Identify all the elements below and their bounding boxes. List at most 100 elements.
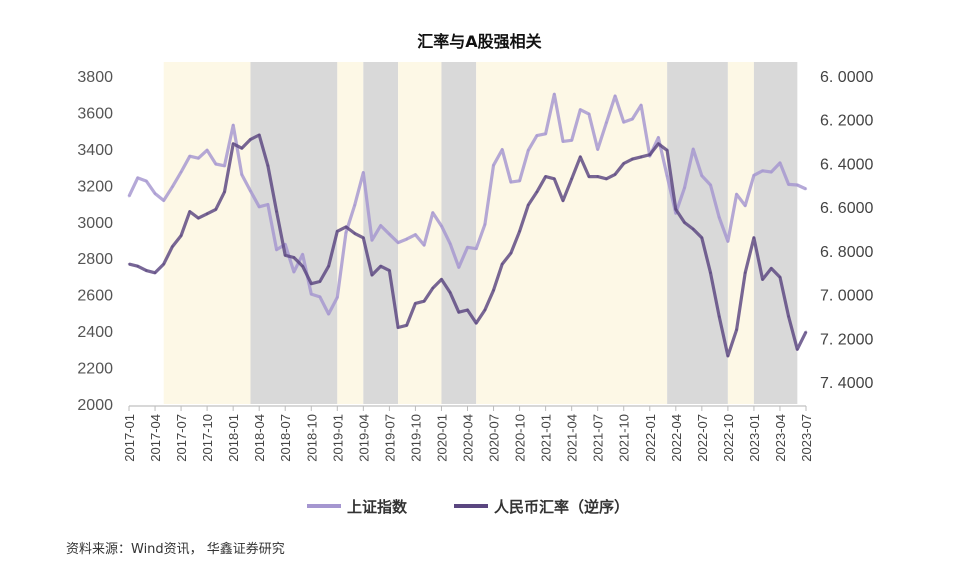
data-point	[292, 270, 296, 274]
data-point	[136, 176, 139, 180]
data-point	[474, 247, 478, 250]
data-point	[171, 185, 174, 188]
data-point	[275, 210, 278, 213]
data-point	[197, 216, 200, 220]
y-left-tick-label: 3000	[77, 215, 113, 232]
data-point	[448, 291, 452, 294]
data-point	[310, 282, 313, 285]
y-left-tick-label: 3200	[77, 178, 113, 195]
x-tick-label: 2018-01	[226, 414, 241, 462]
data-point	[422, 243, 426, 247]
data-point	[275, 248, 278, 251]
data-point	[726, 354, 730, 358]
x-tick-label: 2018-10	[304, 414, 319, 462]
data-point	[257, 133, 261, 137]
data-point	[205, 212, 209, 215]
x-tick-label: 2021-10	[617, 414, 632, 462]
data-point	[509, 180, 513, 184]
data-point	[648, 153, 651, 156]
data-point	[162, 262, 165, 266]
y-left-tick-label: 2600	[77, 288, 113, 305]
y-left-tick-label: 3800	[77, 69, 113, 86]
data-point	[631, 117, 634, 121]
data-point	[431, 286, 434, 290]
x-tick-label: 2023-07	[799, 414, 814, 462]
y-right-tick-label: 7. 2000	[820, 331, 873, 348]
x-tick-label: 2017-07	[174, 414, 189, 462]
data-point	[674, 208, 678, 211]
data-point	[440, 224, 443, 228]
data-point	[223, 164, 226, 168]
shading-band	[250, 62, 338, 404]
data-point	[770, 170, 773, 174]
data-point	[553, 93, 556, 96]
data-point	[284, 254, 287, 257]
x-tick-label: 2020-10	[513, 414, 528, 462]
chart-title: 汇率与A股强相关	[417, 32, 542, 51]
data-point	[422, 300, 426, 303]
data-point	[709, 183, 712, 187]
data-point	[388, 269, 391, 272]
y-left-tick-label: 3600	[77, 105, 113, 122]
data-point	[657, 136, 660, 139]
data-point	[162, 199, 165, 202]
data-point	[145, 269, 148, 272]
data-point	[796, 348, 799, 351]
x-tick-label: 2023-01	[747, 414, 762, 462]
data-point	[718, 216, 721, 219]
x-tick-label: 2018-04	[252, 414, 267, 462]
data-point	[778, 275, 782, 279]
data-point	[405, 237, 408, 241]
data-point	[761, 278, 764, 281]
shading-band	[398, 62, 442, 404]
x-tick-label: 2022-01	[643, 414, 658, 462]
x-tick-label: 2022-10	[721, 414, 736, 462]
data-point	[127, 262, 131, 266]
shading-band	[441, 62, 477, 404]
x-tick-label: 2021-04	[565, 414, 580, 462]
data-point	[744, 204, 747, 207]
data-point	[683, 186, 686, 190]
legend-label: 人民币汇率（逆序）	[494, 498, 629, 516]
data-point	[527, 203, 530, 207]
data-point	[362, 171, 365, 174]
data-point	[353, 232, 356, 235]
data-point	[700, 174, 704, 177]
data-point	[414, 233, 417, 236]
data-point	[171, 245, 174, 248]
data-point	[396, 241, 400, 244]
data-point	[596, 148, 599, 151]
y-right-tick-label: 6. 2000	[820, 113, 873, 130]
data-point	[431, 211, 434, 214]
data-point	[214, 208, 217, 211]
data-point	[240, 173, 244, 176]
x-tick-label: 2022-07	[695, 414, 710, 462]
data-point	[544, 175, 547, 178]
x-tick-label: 2021-07	[591, 414, 606, 462]
data-point	[344, 231, 348, 234]
data-point	[310, 292, 313, 296]
data-point	[379, 265, 382, 268]
data-point	[553, 177, 556, 180]
data-point	[752, 174, 756, 177]
data-point	[587, 175, 591, 178]
shading-band	[163, 62, 251, 404]
data-point	[691, 227, 695, 231]
data-point	[336, 296, 339, 299]
data-point	[179, 234, 183, 237]
data-point	[336, 230, 339, 233]
data-point	[622, 162, 625, 165]
data-point	[561, 199, 565, 202]
data-point	[257, 205, 261, 209]
data-point	[535, 190, 539, 194]
data-point	[136, 265, 139, 268]
data-point	[735, 193, 738, 196]
data-point	[561, 140, 565, 143]
data-point	[127, 195, 131, 198]
data-point	[249, 189, 252, 193]
data-point	[518, 179, 521, 182]
x-tick-label: 2019-10	[408, 414, 423, 462]
data-point	[527, 149, 530, 152]
data-point	[318, 280, 322, 283]
